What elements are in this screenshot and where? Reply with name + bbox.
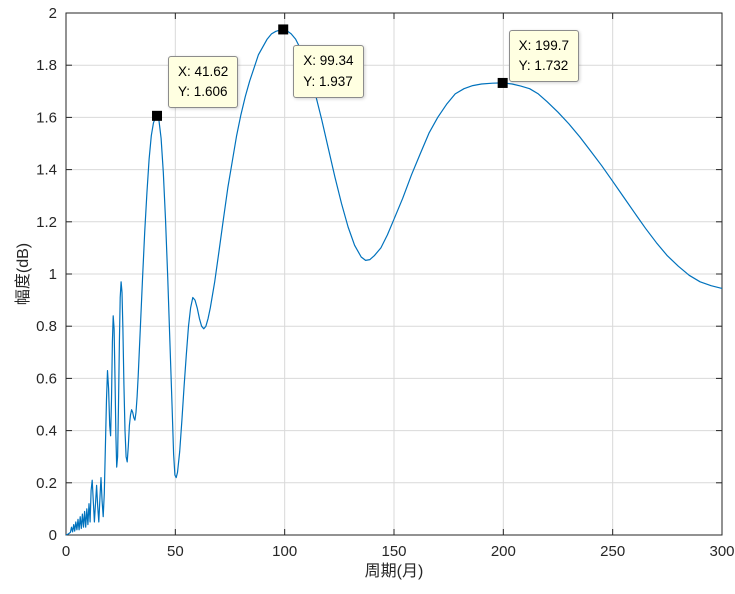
x-tick-label: 250: [600, 543, 625, 560]
y-tick-label: 1.2: [36, 214, 57, 231]
x-tick-label: 100: [272, 543, 297, 560]
datatip-y-value: Y: 1.732: [518, 58, 569, 74]
y-tick-label: 0.2: [36, 475, 57, 492]
y-tick-label: 0: [49, 527, 57, 544]
y-tick-label: 1.8: [36, 57, 57, 74]
x-tick-label: 200: [491, 543, 516, 560]
datatip-y-value: Y: 1.606: [178, 84, 228, 100]
spectrum-line: [65, 28, 723, 536]
y-tick-label: 0.4: [36, 423, 57, 440]
peak-marker[interactable]: [497, 77, 508, 88]
y-tick-label: 1.6: [36, 109, 57, 126]
x-tick-label: 150: [381, 543, 406, 560]
y-tick-label: 0.8: [36, 318, 57, 335]
y-axis-label: 幅度(dB): [15, 242, 32, 306]
datatip-peak-1[interactable]: X: 41.62 Y: 1.606: [168, 55, 239, 109]
x-tick-label: 0: [62, 543, 70, 560]
y-tick-label: 0.6: [36, 370, 57, 387]
y-tick-label: 1: [49, 266, 57, 283]
y-tick-label: 2: [49, 5, 57, 22]
datatip-peak-2[interactable]: X: 99.34 Y: 1.937: [293, 45, 364, 98]
y-tick-label: 1.4: [36, 162, 57, 179]
datatip-x-value: X: 199.7: [518, 37, 569, 53]
x-axis-label: 周期(月): [364, 563, 424, 580]
peak-marker[interactable]: [152, 110, 163, 121]
peak-marker[interactable]: [278, 24, 289, 35]
x-tick-label: 300: [709, 543, 734, 560]
datatip-x-value: X: 41.62: [178, 63, 229, 79]
x-tick-label: 50: [167, 543, 184, 560]
datatip-x-value: X: 99.34: [303, 53, 354, 69]
datatip-peak-3[interactable]: X: 199.7 Y: 1.732: [508, 29, 579, 83]
datatip-y-value: Y: 1.937: [303, 73, 353, 89]
